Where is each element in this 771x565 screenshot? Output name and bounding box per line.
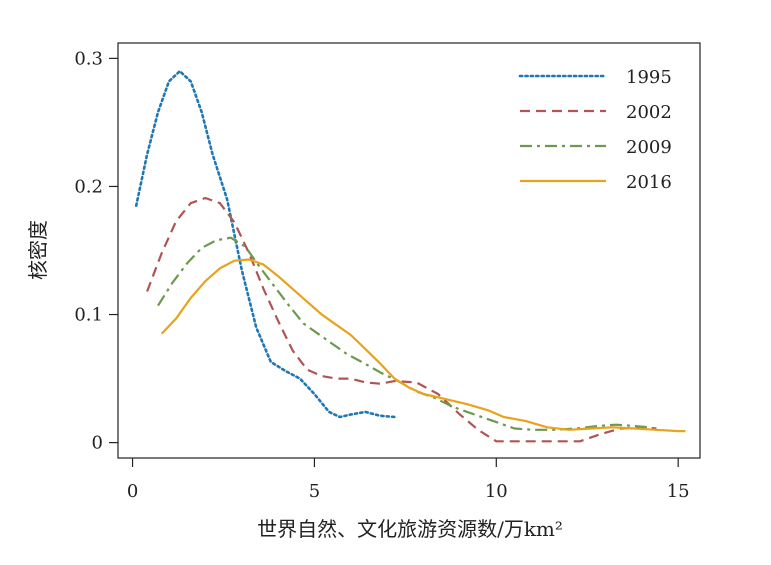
series-line-2002 [146,196,657,443]
legend-label-2002: 2002 [626,102,672,123]
x-tick-label: 15 [667,481,690,502]
plot-frame [117,42,701,459]
legend: 1995 2002 2009 2016 [518,67,672,193]
legend-label-1995: 1995 [626,67,672,88]
series-lines [134,69,686,443]
y-tick-label: 0.1 [74,305,103,326]
y-tick-label: 0.2 [74,176,103,197]
x-axis-title: 世界自然、文化旅游资源数/万km² [257,517,563,541]
x-tick-label: 5 [309,481,320,502]
x-tick-label: 0 [127,481,138,502]
series-line-2016 [160,258,686,433]
x-tick-label: 10 [485,481,508,502]
series-line-2009 [157,236,650,431]
y-tick-label: 0 [92,433,103,454]
legend-label-2009: 2009 [626,137,672,158]
y-axis: 0 0.1 0.2 0.3 [74,48,118,454]
series-line-1995 [134,69,396,419]
legend-label-2016: 2016 [626,172,672,193]
y-tick-label: 0.3 [74,48,103,69]
x-axis: 0 5 10 15 [127,458,690,502]
y-axis-title: 核密度 [26,220,50,280]
